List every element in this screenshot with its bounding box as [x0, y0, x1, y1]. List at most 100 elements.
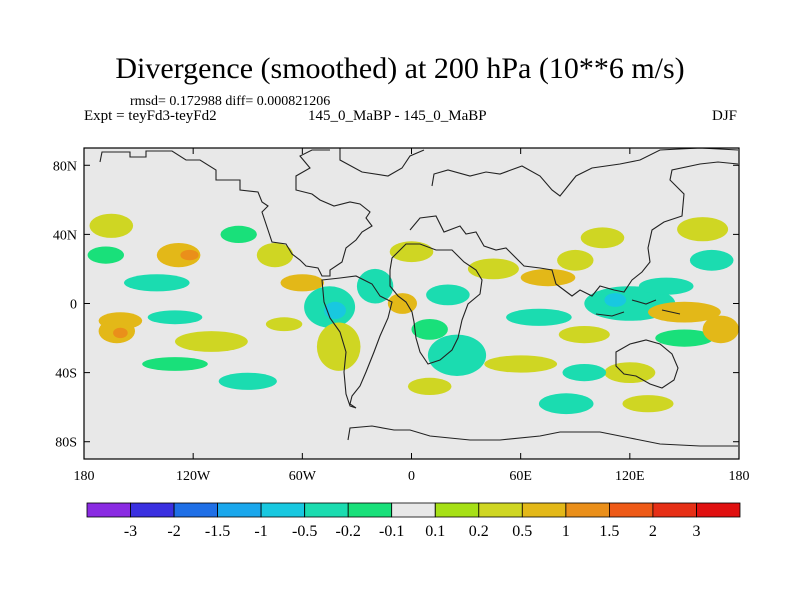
anomaly-20	[389, 241, 434, 263]
x-tick-label-3: 0	[408, 469, 415, 484]
anomaly-layer	[87, 213, 739, 415]
anomaly-29	[580, 227, 625, 249]
colorbar-swatch-14	[696, 502, 741, 518]
y-tick-label-4: 80S	[55, 436, 77, 451]
anomaly-39	[484, 355, 558, 373]
colorbar-swatch-4	[260, 502, 306, 518]
anomaly-37	[558, 326, 610, 344]
x-tick-label-0: 180	[74, 469, 95, 484]
anomaly-34	[677, 217, 729, 242]
y-tick-label-3: 40S	[55, 367, 77, 382]
colorbar-label-2: -1.5	[205, 523, 230, 540]
anomaly-12	[220, 225, 257, 243]
anomaly-27	[520, 269, 576, 287]
coastline-south-america	[321, 275, 393, 409]
coastline-north-america	[99, 149, 373, 277]
y-tick-label-2: 0	[70, 298, 77, 313]
colorbar-swatch-5	[304, 502, 349, 518]
anomaly-8	[147, 310, 203, 325]
x-tick-label-6: 180	[729, 469, 750, 484]
anomaly-26	[467, 258, 519, 280]
colorbar-label-1: -2	[167, 523, 180, 540]
anomaly-19	[356, 268, 394, 304]
anomaly-13	[256, 243, 294, 268]
coastline-greenland	[339, 148, 425, 177]
chart-title: Divergence (smoothed) at 200 hPa (10**6 …	[115, 52, 685, 85]
colorbar-label-4: -0.5	[292, 523, 317, 540]
anomaly-9	[175, 331, 248, 352]
colorbar-swatch-13	[652, 502, 697, 518]
colorbar-swatch-11	[565, 502, 610, 518]
anomaly-43	[622, 395, 674, 413]
y-tick-label-1: 40N	[53, 228, 77, 243]
coastline-africa	[389, 243, 483, 365]
axes-layer: 180 120W 60W 0 60E 120E 180 80N 40N 0 40S 80S	[53, 148, 750, 484]
anomaly-1	[87, 246, 125, 264]
anomaly-33	[689, 249, 734, 271]
anomaly-3	[180, 249, 199, 261]
stats-text: rmsd= 0.172988 diff= 0.000821206	[130, 94, 331, 109]
colorbar-label-9: 0.5	[512, 523, 532, 540]
x-tick-label-4: 60E	[509, 469, 532, 484]
anomaly-2	[156, 243, 201, 268]
coastline-antarctica	[347, 425, 738, 447]
colorbar-swatch-7	[391, 502, 436, 518]
anomaly-32	[648, 301, 721, 323]
colorbar-swatch-2	[173, 502, 219, 518]
coastline-siberia	[431, 148, 739, 197]
y-tick-label-0: 80N	[53, 159, 77, 174]
colorbar-swatch-9	[478, 502, 523, 518]
case-label: 145_0_MaBP - 145_0_MaBP	[308, 108, 487, 124]
anomaly-44	[702, 315, 739, 344]
colorbar-swatch-3	[217, 502, 262, 518]
anomaly-11	[218, 372, 277, 390]
anomaly-41	[562, 364, 607, 382]
anomaly-16	[324, 301, 346, 319]
colorbar-label-5: -0.2	[336, 523, 361, 540]
anomaly-36	[506, 308, 572, 326]
anomaly-23	[426, 284, 470, 306]
anomaly-31	[604, 293, 627, 307]
coastline-eurasia	[409, 161, 739, 297]
season-label: DJF	[712, 108, 738, 124]
coastline-australia	[615, 339, 679, 389]
anomaly-40	[604, 362, 656, 383]
colorbar-label-8: 0.2	[469, 523, 489, 540]
anomaly-22	[411, 319, 448, 340]
colorbar-swatch-6	[347, 502, 393, 518]
colorbar-label-0: -3	[124, 523, 137, 540]
colorbar-label-3: -1	[254, 523, 267, 540]
anomaly-35	[638, 277, 694, 295]
anomaly-25	[407, 377, 452, 395]
anomaly-42	[538, 393, 594, 415]
colorbar-label-10: 1	[562, 523, 570, 540]
coastline-indonesia	[595, 299, 681, 317]
colorbar: -3 -2 -1.5 -1 -0.5 -0.2 -0.1 0.1 0.2 0.5 1 1.5 2 3	[86, 502, 741, 540]
colorbar-swatch-8	[434, 502, 480, 518]
anomaly-17	[316, 322, 361, 371]
colorbar-label-13: 3	[693, 523, 701, 540]
anomaly-0	[89, 213, 134, 238]
anomaly-38	[655, 329, 714, 347]
anomaly-10	[142, 357, 208, 371]
anomaly-24	[427, 334, 487, 376]
colorbar-label-7: 0.1	[425, 523, 445, 540]
anomaly-18	[265, 317, 303, 332]
x-tick-label-1: 120W	[176, 469, 211, 484]
colorbar-swatch-0	[86, 502, 131, 518]
colorbar-label-12: 2	[649, 523, 657, 540]
colorbar-label-6: -0.1	[379, 523, 404, 540]
anomaly-4	[124, 274, 190, 292]
colorbar-swatch-1	[130, 502, 175, 518]
anomaly-7	[113, 327, 128, 339]
experiment-label: Expt = teyFd3-teyFd2	[84, 108, 217, 124]
anomaly-28	[557, 249, 594, 271]
x-tick-label-2: 60W	[289, 469, 317, 484]
x-tick-label-5: 120E	[615, 469, 645, 484]
colorbar-swatch-10	[521, 502, 567, 518]
continent-outline-layer	[99, 148, 739, 447]
colorbar-swatch-12	[609, 502, 654, 518]
colorbar-label-11: 1.5	[599, 523, 619, 540]
anomaly-14	[280, 274, 325, 292]
